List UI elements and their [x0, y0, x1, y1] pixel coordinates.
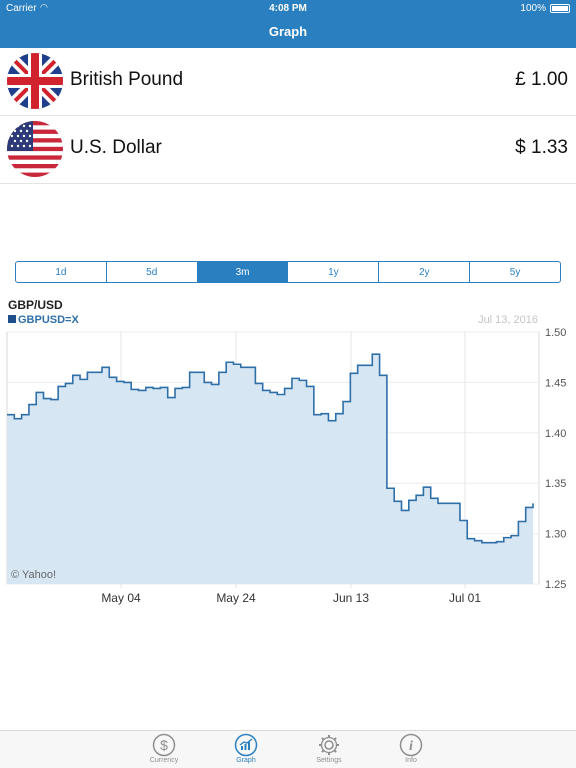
- svg-text:$: $: [160, 737, 168, 753]
- svg-text:i: i: [409, 739, 413, 754]
- range-1d[interactable]: 1d: [16, 262, 107, 282]
- chart-legend: GBPUSD=X: [8, 314, 79, 326]
- tab-currency[interactable]: $ Currency: [134, 733, 194, 764]
- status-bar: Carrier ◠ 4:08 PM 100%: [0, 0, 576, 18]
- tab-label: Currency: [149, 757, 179, 764]
- range-selector: 1d 5d 3m 1y 2y 5y: [15, 261, 561, 283]
- yahoo-watermark: © Yahoo!: [11, 569, 56, 581]
- battery-percent: 100%: [520, 3, 546, 14]
- range-3m[interactable]: 3m: [197, 262, 289, 282]
- tab-label: Settings: [316, 757, 342, 764]
- chart-title: GBP/USD: [8, 298, 63, 312]
- y-tick-label: 1.25: [545, 579, 566, 591]
- carrier-label: Carrier: [6, 3, 37, 14]
- x-tick-label: Jul 01: [449, 591, 481, 605]
- currency-name: U.S. Dollar: [70, 137, 162, 158]
- us-flag-icon: [7, 121, 63, 177]
- range-1y[interactable]: 1y: [288, 262, 380, 282]
- legend-swatch: [8, 315, 16, 323]
- currency-row-usd[interactable]: U.S. Dollar $ 1.33: [0, 116, 576, 184]
- navigation-bar: Carrier ◠ 4:08 PM 100% Graph: [0, 0, 576, 48]
- y-axis: 1.50 1.45 1.40 1.35 1.30 1.25: [545, 327, 566, 591]
- dollar-icon: $: [152, 733, 176, 757]
- range-5y[interactable]: 5y: [509, 266, 521, 278]
- wifi-icon: ◠: [40, 2, 48, 12]
- currency-amount: $ 1.33: [515, 137, 568, 158]
- chart-area: [7, 354, 533, 584]
- range-2y[interactable]: 2y: [379, 262, 471, 282]
- x-tick-label: Jun 13: [333, 591, 369, 605]
- tab-bar: $ Currency Graph Settings i Info: [0, 730, 576, 768]
- uk-flag-icon: [7, 53, 63, 109]
- currency-name: British Pound: [70, 69, 184, 90]
- y-tick-label: 1.50: [545, 327, 566, 339]
- exchange-rate-chart[interactable]: 1.50 1.45 1.40 1.35 1.30 1.25 May 04 May 24 Jun…: [0, 326, 576, 616]
- clock: 4:08 PM: [269, 3, 307, 14]
- currency-amount: £ 1.00: [515, 69, 568, 90]
- graph-icon: [234, 733, 258, 757]
- tab-settings[interactable]: Settings: [299, 733, 359, 764]
- chart-line: [7, 353, 534, 544]
- y-tick-label: 1.35: [545, 478, 566, 490]
- x-tick-label: May 04: [101, 591, 141, 605]
- y-tick-label: 1.40: [545, 428, 566, 440]
- tab-label: Graph: [236, 757, 256, 764]
- range-5d[interactable]: 5d: [107, 262, 198, 282]
- gear-icon: [319, 735, 339, 755]
- x-tick-label: May 24: [216, 591, 256, 605]
- x-axis: May 04 May 24 Jun 13 Jul 01: [101, 591, 481, 605]
- tab-graph[interactable]: Graph: [216, 733, 276, 764]
- legend-label: GBPUSD=X: [18, 314, 79, 326]
- y-tick-label: 1.45: [545, 377, 566, 389]
- y-tick-label: 1.30: [545, 529, 566, 541]
- page-title: Graph: [268, 24, 308, 39]
- info-icon: i: [399, 733, 423, 757]
- tab-label: Info: [405, 757, 417, 764]
- currency-row-gbp[interactable]: British Pound £ 1.00: [0, 48, 576, 116]
- tab-info[interactable]: i Info: [381, 733, 441, 764]
- chart-date: Jul 13, 2016: [478, 314, 538, 326]
- battery-icon: [550, 4, 570, 13]
